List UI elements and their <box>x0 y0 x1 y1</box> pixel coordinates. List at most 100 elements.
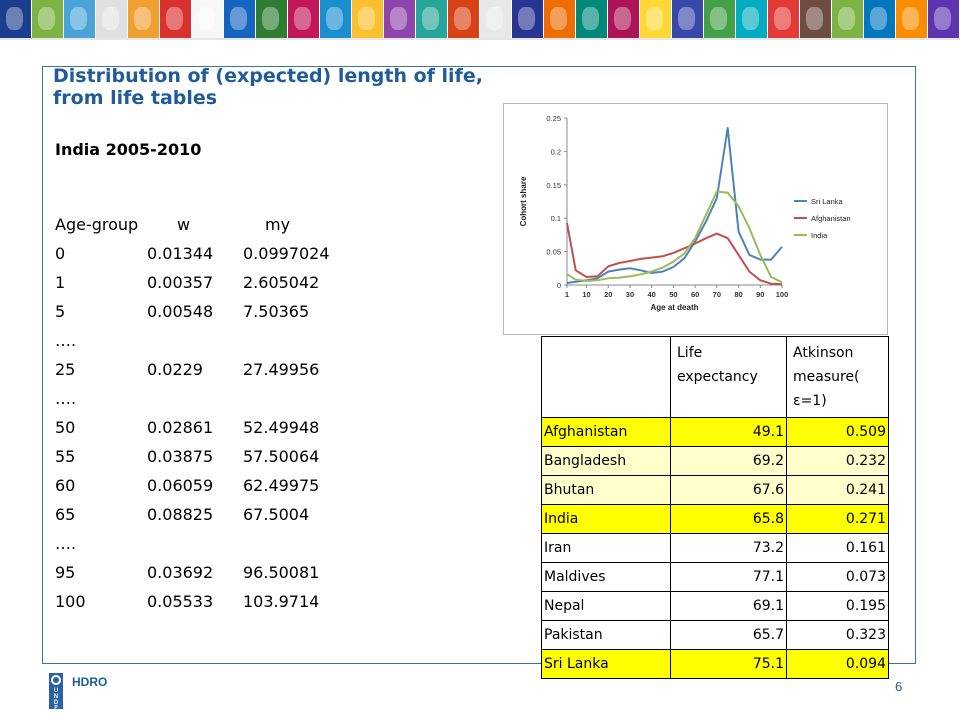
banner-tile <box>480 0 512 38</box>
my-cell: 2.605042 <box>243 273 320 292</box>
life-expectancy-cell: 77.1 <box>670 562 787 592</box>
y-tick-label: 0.05 <box>546 248 561 257</box>
atkinson-cell: 0.073 <box>786 562 889 592</box>
logo-letter: U <box>53 688 59 694</box>
y-tick-label: 0.15 <box>546 181 561 190</box>
age-group-cell: 60 <box>55 476 76 495</box>
life-expectancy-cell: 73.2 <box>670 533 787 563</box>
x-tick-label: 70 <box>713 290 721 299</box>
country-row: Iran 73.2 0.161 <box>541 533 889 563</box>
country-table: Life expectancy Atkinson measure( ε=1) A… <box>541 336 889 679</box>
banner-tile <box>672 0 704 38</box>
banner-tile <box>768 0 800 38</box>
life-expectancy-cell: 69.2 <box>670 446 787 476</box>
country-table-header: Life expectancy Atkinson measure( ε=1) <box>541 336 889 418</box>
my-cell: 57.50064 <box>243 447 320 466</box>
life-expectancy-cell: 65.8 <box>670 504 787 534</box>
life-table-row: …. <box>55 384 375 413</box>
banner-tile <box>352 0 384 38</box>
life-table-row: 50 0.02861 52.49948 <box>55 413 375 442</box>
atkinson-cell: 0.195 <box>786 591 889 621</box>
x-tick-label: 1 <box>565 290 569 299</box>
w-cell: 0.00548 <box>147 302 214 321</box>
country-row: Pakistan 65.7 0.323 <box>541 620 889 650</box>
country-cell: Nepal <box>541 591 671 621</box>
x-tick-label: 80 <box>734 290 742 299</box>
age-group-cell: …. <box>55 331 77 350</box>
w-cell: 0.06059 <box>147 476 214 495</box>
banner-tile <box>608 0 640 38</box>
banner-tile <box>0 0 32 38</box>
footer-label: HDRO <box>72 675 108 689</box>
y-tick-label: 0.2 <box>551 147 561 156</box>
age-group-cell: …. <box>55 389 77 408</box>
life-table: Age-group w my 0 0.01344 0.0997024 1 0.00357… <box>55 210 375 616</box>
country-cell: Maldives <box>541 562 671 592</box>
life-table-row: 25 0.0229 27.49956 <box>55 355 375 384</box>
y-tick-label: 0 <box>557 281 561 290</box>
x-tick-label: 40 <box>648 290 656 299</box>
country-row: Maldives 77.1 0.073 <box>541 562 889 592</box>
x-tick-label: 20 <box>604 290 612 299</box>
atkinson-cell: 0.271 <box>786 504 889 534</box>
slide-title: Distribution of (expected) length of lif… <box>53 65 513 109</box>
legend-label: Afghanistan <box>811 214 851 223</box>
undp-logo: U N D P <box>49 673 63 711</box>
life-table-row: …. <box>55 326 375 355</box>
banner-tile <box>640 0 672 38</box>
x-axis-label: Age at death <box>650 303 698 312</box>
age-group-cell: 55 <box>55 447 76 466</box>
life-table-row: 0 0.01344 0.0997024 <box>55 239 375 268</box>
w-cell: 0.03875 <box>147 447 214 466</box>
x-tick-label: 10 <box>582 290 590 299</box>
header-life-expectancy: Life expectancy <box>670 336 787 418</box>
banner-tile <box>736 0 768 38</box>
banner-tile <box>96 0 128 38</box>
slide-title-line-2: from life tables <box>53 87 218 109</box>
w-cell: 0.02861 <box>147 418 214 437</box>
my-cell: 67.5004 <box>243 505 310 524</box>
y-tick-label: 0.1 <box>551 214 561 223</box>
country-row: Nepal 69.1 0.195 <box>541 591 889 621</box>
atkinson-cell: 0.241 <box>786 475 889 505</box>
x-tick-label: 60 <box>691 290 699 299</box>
banner-tile <box>800 0 832 38</box>
atkinson-cell: 0.323 <box>786 620 889 650</box>
w-cell: 0.0229 <box>147 360 203 379</box>
banner-tile <box>288 0 320 38</box>
banner-tile <box>160 0 192 38</box>
un-emblem-icon <box>51 675 61 685</box>
x-tick-label: 30 <box>626 290 634 299</box>
age-group-cell: 5 <box>55 302 66 321</box>
banner-tile <box>128 0 160 38</box>
logo-letter: P <box>54 705 58 711</box>
life-expectancy-cell: 49.1 <box>670 417 787 447</box>
country-cell: Bangladesh <box>541 446 671 476</box>
life-table-row: 100 0.05533 103.9714 <box>55 587 375 616</box>
series-line-sri-lanka <box>566 127 783 284</box>
life-table-row: 55 0.03875 57.50064 <box>55 442 375 471</box>
banner-tile <box>416 0 448 38</box>
my-cell: 62.49975 <box>243 476 320 495</box>
series-line-india <box>566 190 783 284</box>
country-row: Bhutan 67.6 0.241 <box>541 475 889 505</box>
w-cell: 0.01344 <box>147 244 214 263</box>
my-cell: 52.49948 <box>243 418 320 437</box>
age-group-cell: …. <box>55 534 77 553</box>
w-cell: 0.00357 <box>147 273 214 292</box>
banner-tile <box>256 0 288 38</box>
life-table-row: 5 0.00548 7.50365 <box>55 297 375 326</box>
banner-tile <box>832 0 864 38</box>
banner-tile <box>544 0 576 38</box>
logo-letter: N <box>53 694 59 700</box>
y-axis-label: Cohort share <box>519 176 528 226</box>
age-group-cell: 1 <box>55 273 66 292</box>
series-line-afghanistan <box>566 222 783 286</box>
life-table-row: 1 0.00357 2.605042 <box>55 268 375 297</box>
x-tick-label: 100 <box>776 290 789 299</box>
atkinson-cell: 0.161 <box>786 533 889 563</box>
life-expectancy-cell: 75.1 <box>670 649 787 679</box>
header-atkinson: Atkinson measure( ε=1) <box>786 336 889 418</box>
header-my: my <box>265 215 291 234</box>
age-group-cell: 50 <box>55 418 76 437</box>
